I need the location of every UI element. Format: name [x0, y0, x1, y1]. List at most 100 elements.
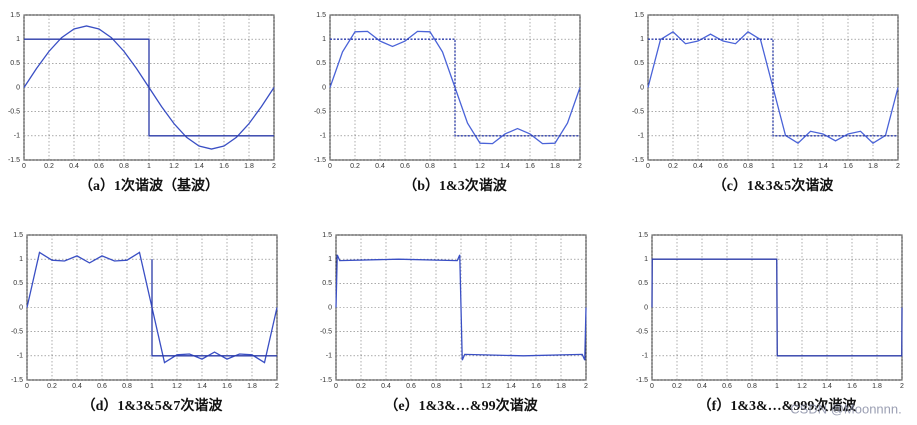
x-tick-label: 1.8 — [244, 163, 254, 170]
x-tick-label: 0.2 — [47, 383, 57, 390]
caption: （b）1&3次谐波 — [403, 177, 507, 194]
x-tick-label: 0.6 — [722, 383, 732, 390]
caption: （f）1&3&…&999次谐波 — [698, 397, 858, 414]
y-tick-label: 1 — [328, 256, 332, 263]
y-tick-label: -0.5 — [11, 329, 23, 336]
y-tick-label: 1 — [644, 256, 648, 263]
x-tick-label: 1.6 — [525, 163, 535, 170]
x-tick-label: 0.2 — [350, 163, 360, 170]
x-tick-label: 0.6 — [97, 383, 107, 390]
y-tick-label: 0.5 — [10, 60, 20, 67]
x-tick-label: 1.4 — [194, 163, 204, 170]
x-tick-label: 0.4 — [375, 163, 385, 170]
x-tick-label: 1.2 — [797, 383, 807, 390]
series-line — [330, 38, 580, 137]
x-tick-label: 1.8 — [550, 163, 560, 170]
x-tick-label: 0.8 — [119, 163, 129, 170]
subplot: 0 0.2 0.4 0.6 0.8 1 1.2 1.4 1.6 1.8 2 -1.5 -1 -0.5 0 0.… — [11, 232, 279, 414]
y-tick-label: -0.5 — [320, 329, 332, 336]
series-line — [151, 259, 277, 357]
subplot: 0 0.2 0.4 0.6 0.8 1 1.2 1.4 1.6 1.8 2 -1.5 -1 -0.5 0 0.… — [632, 12, 900, 194]
y-tick-label: -0.5 — [632, 109, 644, 116]
y-tick-label: -0.5 — [314, 109, 326, 116]
x-tick-label: 1 — [771, 163, 775, 170]
y-tick-label: -1 — [638, 133, 644, 140]
subplot: 0 0.2 0.4 0.6 0.8 1 1.2 1.4 1.6 1.8 2 -1.5 -1 -0.5 0 0.… — [320, 232, 588, 414]
x-tick-label: 0.2 — [356, 383, 366, 390]
x-tick-label: 0.6 — [94, 163, 104, 170]
caption: （d）1&3&5&7次谐波 — [82, 397, 224, 414]
series-line — [648, 38, 898, 137]
x-tick-label: 1.2 — [481, 383, 491, 390]
y-tick-label: 0 — [19, 304, 23, 311]
x-tick-label: 0.6 — [406, 383, 416, 390]
y-tick-label: -1 — [642, 353, 648, 360]
x-tick-label: 1.2 — [169, 163, 179, 170]
x-tick-label: 1 — [150, 383, 154, 390]
y-tick-label: -1.5 — [8, 157, 20, 164]
y-tick-label: -1 — [17, 353, 23, 360]
x-tick-label: 1 — [147, 163, 151, 170]
x-tick-label: 0.4 — [69, 163, 79, 170]
x-tick-label: 0 — [334, 383, 338, 390]
caption: （c）1&3&5次谐波 — [713, 177, 835, 194]
x-tick-label: 1.2 — [793, 163, 803, 170]
x-tick-label: 0 — [646, 163, 650, 170]
y-tick-label: 1.5 — [634, 12, 644, 19]
x-tick-label: 1.6 — [843, 163, 853, 170]
x-tick-label: 1.6 — [222, 383, 232, 390]
y-tick-label: 1.5 — [322, 232, 332, 239]
x-tick-label: 1.8 — [556, 383, 566, 390]
x-tick-label: 2 — [578, 163, 582, 170]
y-tick-label: -1.5 — [320, 377, 332, 384]
y-tick-label: 0.5 — [322, 280, 332, 287]
x-tick-label: 1.6 — [219, 163, 229, 170]
x-tick-label: 1.4 — [818, 163, 828, 170]
y-tick-label: -1 — [14, 133, 20, 140]
x-tick-label: 0 — [25, 383, 29, 390]
x-tick-label: 0.8 — [747, 383, 757, 390]
x-tick-label: 0.8 — [122, 383, 132, 390]
x-tick-label: 0.6 — [400, 163, 410, 170]
y-tick-label: 0.5 — [634, 60, 644, 67]
y-tick-label: 1.5 — [10, 12, 20, 19]
x-tick-label: 0.8 — [425, 163, 435, 170]
x-tick-label: 1.4 — [500, 163, 510, 170]
y-tick-label: -1.5 — [314, 157, 326, 164]
y-tick-label: -0.5 — [8, 109, 20, 116]
x-tick-label: 0.2 — [672, 383, 682, 390]
y-tick-label: 0 — [328, 304, 332, 311]
x-tick-label: 1.8 — [872, 383, 882, 390]
y-tick-label: 0 — [16, 84, 20, 91]
y-tick-label: 1 — [322, 36, 326, 43]
x-tick-label: 2 — [584, 383, 588, 390]
x-tick-label: 2 — [272, 163, 276, 170]
subplot: 0 0.2 0.4 0.6 0.8 1 1.2 1.4 1.6 1.8 2 -1.5 -1 -0.5 0 0.… — [8, 12, 276, 194]
caption: （e）1&3&…&99次谐波 — [384, 397, 538, 414]
y-tick-label: 1 — [19, 256, 23, 263]
x-tick-label: 1.2 — [172, 383, 182, 390]
y-tick-label: 0 — [640, 84, 644, 91]
x-tick-label: 0.8 — [743, 163, 753, 170]
x-tick-label: 1.8 — [868, 163, 878, 170]
x-tick-label: 0.6 — [718, 163, 728, 170]
x-tick-label: 1.8 — [247, 383, 257, 390]
x-tick-label: 0 — [650, 383, 654, 390]
x-tick-label: 2 — [900, 383, 904, 390]
x-tick-label: 2 — [896, 163, 900, 170]
y-tick-label: -1.5 — [632, 157, 644, 164]
x-tick-label: 0.4 — [381, 383, 391, 390]
x-tick-label: 0.2 — [44, 163, 54, 170]
y-tick-label: 0 — [322, 84, 326, 91]
x-tick-label: 1.4 — [197, 383, 207, 390]
y-tick-label: 0 — [644, 304, 648, 311]
x-tick-label: 2 — [275, 383, 279, 390]
y-tick-label: -1.5 — [636, 377, 648, 384]
y-tick-label: 1.5 — [316, 12, 326, 19]
y-tick-label: -1 — [320, 133, 326, 140]
x-tick-label: 1.4 — [506, 383, 516, 390]
x-tick-label: 0.2 — [668, 163, 678, 170]
y-tick-label: 0.5 — [316, 60, 326, 67]
x-tick-label: 0 — [22, 163, 26, 170]
